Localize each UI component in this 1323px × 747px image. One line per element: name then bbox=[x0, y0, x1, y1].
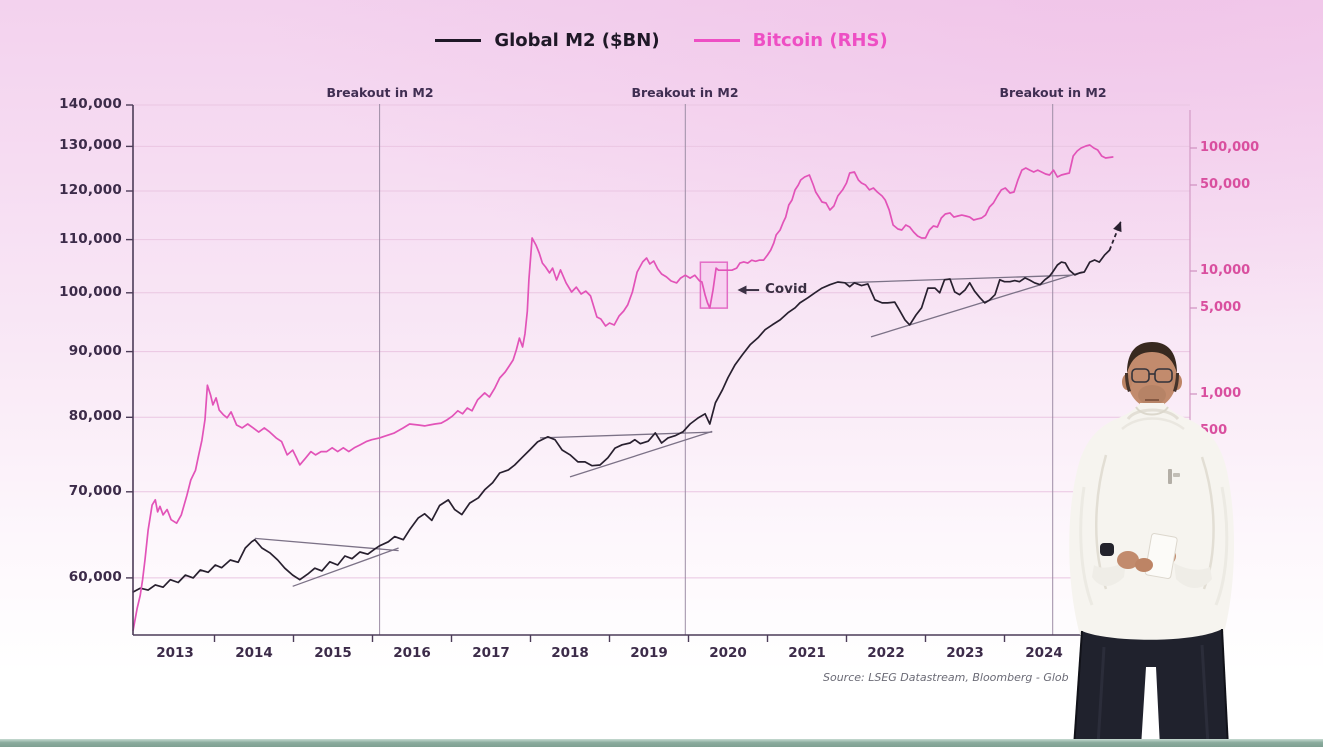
presenter-face bbox=[1127, 346, 1177, 408]
presenter-hoodie-logo bbox=[1168, 469, 1172, 484]
source-note: Source: LSEG Datastream, Bloomberg - Glo… bbox=[823, 671, 1069, 684]
presenter-hand bbox=[1117, 551, 1139, 569]
trendline bbox=[292, 547, 399, 587]
trendline bbox=[870, 271, 1083, 338]
trendline bbox=[539, 431, 713, 439]
bottom-accent-bar bbox=[0, 739, 1323, 747]
legend-label-m2: Global M2 ($BN) bbox=[494, 30, 660, 51]
chart-legend: Global M2 ($BN) Bitcoin (RHS) bbox=[0, 30, 1323, 51]
legend-item-bitcoin: Bitcoin (RHS) bbox=[693, 30, 888, 51]
presenter-hair bbox=[1127, 342, 1177, 373]
presenter bbox=[1069, 342, 1235, 747]
m2-line-swatch-icon bbox=[435, 39, 482, 42]
covid-arrowhead-icon bbox=[737, 285, 747, 295]
m2-projection-line bbox=[1108, 221, 1122, 251]
bitcoin-line-swatch-icon bbox=[693, 39, 740, 42]
trendline bbox=[569, 430, 713, 478]
presenter-glasses bbox=[1131, 368, 1150, 383]
presenter-hoodie bbox=[1069, 403, 1235, 646]
presenter-watch bbox=[1100, 543, 1114, 556]
trendline bbox=[843, 274, 1072, 284]
legend-item-m2: Global M2 ($BN) bbox=[435, 30, 660, 51]
m2-projection-arrowhead-icon bbox=[1113, 221, 1122, 233]
legend-label-bitcoin: Bitcoin (RHS) bbox=[752, 30, 888, 51]
trendline bbox=[254, 537, 399, 552]
m2-series-line bbox=[132, 249, 1111, 593]
presenter-card bbox=[1144, 533, 1178, 579]
bitcoin-series-line bbox=[132, 144, 1114, 632]
presenter-pants bbox=[1074, 629, 1228, 747]
